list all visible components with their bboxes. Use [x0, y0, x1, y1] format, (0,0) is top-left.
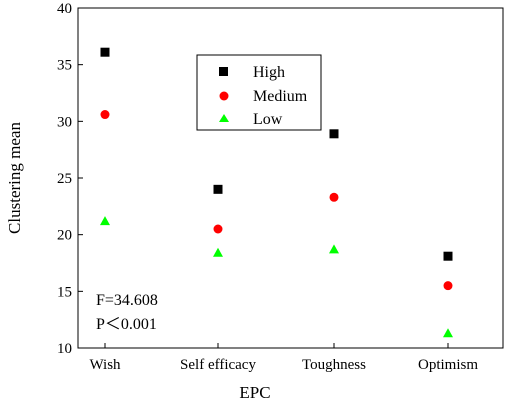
legend-marker-medium: [219, 91, 229, 101]
data-points: [100, 47, 453, 338]
legend-label-high: High: [253, 64, 285, 81]
legend: High Medium Low: [196, 54, 322, 131]
annotation-f-statistic: F=34.608: [96, 292, 158, 309]
x-tick-label: Toughness: [302, 357, 366, 373]
x-tick-label: Optimism: [418, 357, 478, 373]
point-high-self-efficacy: [213, 184, 223, 194]
point-high-optimism: [443, 251, 453, 261]
legend-box: [196, 54, 322, 131]
annotation-p-value: P＜0.001: [96, 316, 157, 333]
point-high-toughness: [329, 129, 339, 139]
legend-marker-low: [219, 114, 229, 122]
point-medium-wish: [100, 110, 110, 120]
x-axis-title: EPC: [239, 383, 270, 402]
point-medium-self-efficacy: [213, 224, 223, 234]
y-axis-title: Clustering mean: [5, 122, 24, 234]
point-low-wish: [100, 216, 110, 226]
point-medium-optimism: [443, 281, 453, 291]
legend-label-low: Low: [253, 111, 283, 128]
y-tick-label: 40: [57, 1, 72, 17]
y-tick-label: 20: [57, 228, 72, 244]
x-axis: Wish Self efficacy Toughness Optimism: [89, 343, 478, 373]
point-low-optimism: [443, 328, 453, 338]
point-medium-toughness: [329, 192, 339, 202]
y-tick-label: 25: [57, 171, 72, 187]
legend-marker-high: [219, 67, 228, 76]
x-tick-label: Self efficacy: [180, 357, 256, 373]
point-low-self-efficacy: [213, 247, 223, 257]
legend-label-medium: Medium: [253, 88, 308, 105]
y-tick-label: 15: [57, 284, 72, 300]
y-tick-label: 35: [57, 58, 72, 74]
point-high-wish: [100, 47, 110, 57]
y-axis: 10 15 20 25 30 35 40: [57, 1, 83, 357]
y-tick-label: 10: [57, 341, 72, 357]
y-tick-label: 30: [57, 114, 72, 130]
x-tick-label: Wish: [89, 357, 121, 373]
point-low-toughness: [329, 244, 339, 254]
